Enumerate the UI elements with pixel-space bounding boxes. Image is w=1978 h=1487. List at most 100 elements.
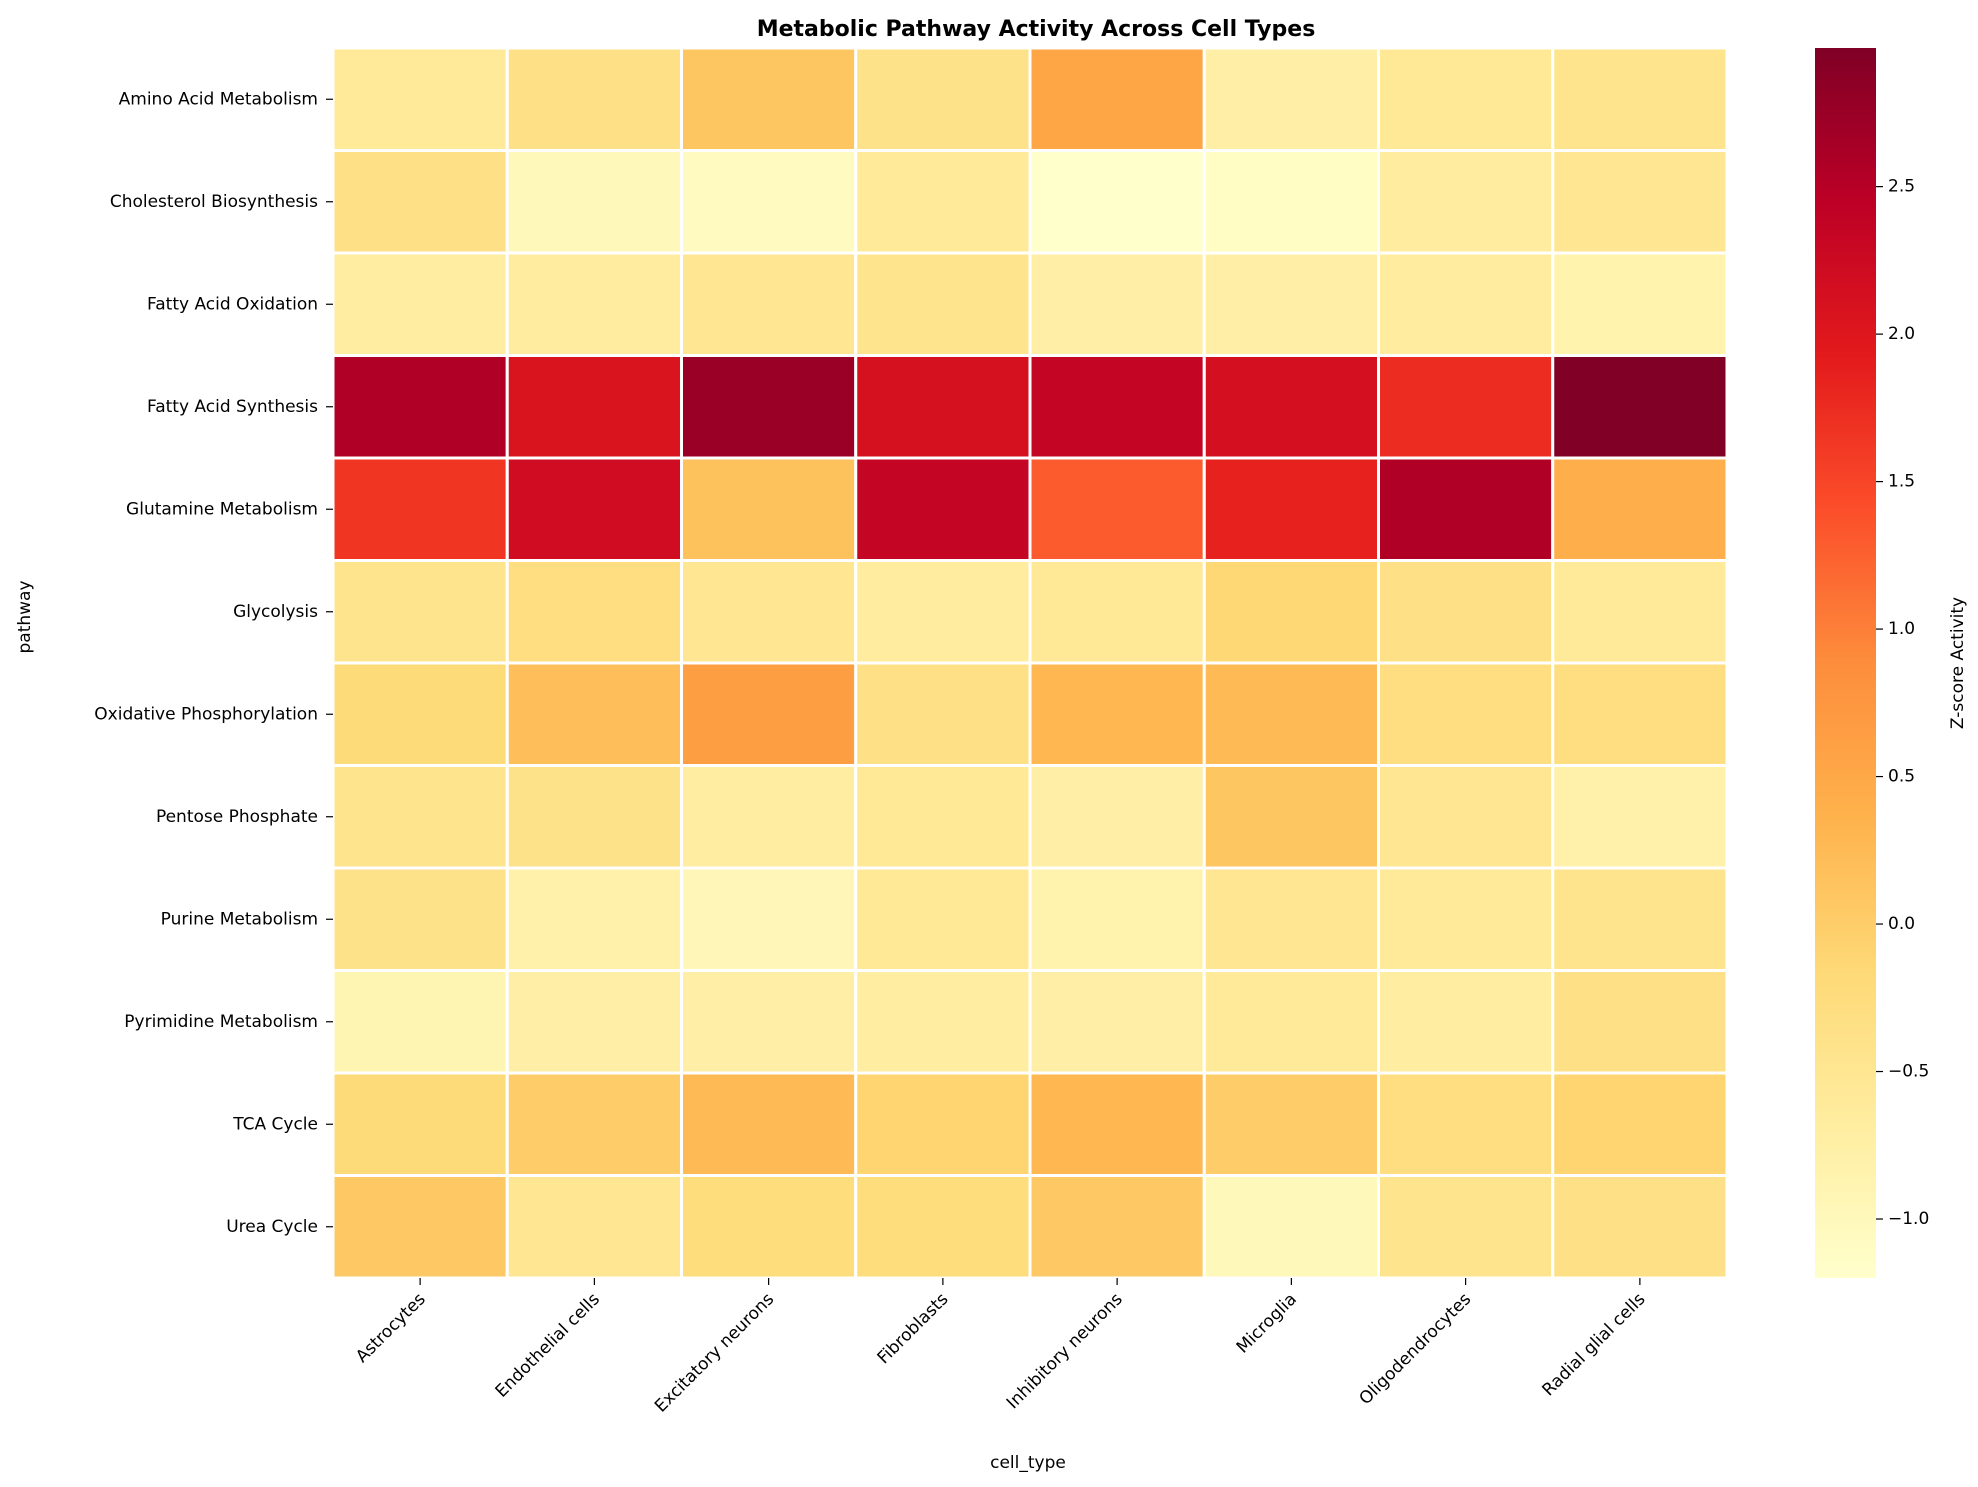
chart-title: Metabolic Pathway Activity Across Cell T…: [757, 17, 1316, 42]
heatmap-cell-urea-cycle-excitatory-neurons: [680, 1174, 858, 1280]
heatmap-cell-oxidative-phosphorylation-oligodendrocytes: [1377, 661, 1555, 767]
y-tick-label-glutamine-metabolism: Glutamine Metabolism: [126, 499, 318, 519]
heatmap-cell-urea-cycle-endothelial-cells: [505, 1174, 683, 1280]
heatmap-cell-oxidative-phosphorylation-excitatory-neurons: [680, 661, 858, 767]
heatmap-cell-glycolysis-microglia: [1202, 559, 1380, 665]
heatmap-cell-urea-cycle-radial-glial-cells: [1551, 1174, 1729, 1280]
heatmap-cell-pyrimidine-metabolism-microglia: [1202, 969, 1380, 1075]
colorbar-tick-label: 2.5: [1888, 177, 1915, 197]
heatmap-cell-cholesterol-biosynthesis-astrocytes: [331, 149, 509, 255]
y-tick-label-purine-metabolism: Purine Metabolism: [161, 909, 318, 929]
heatmap-cell-fatty-acid-synthesis-oligodendrocytes: [1377, 354, 1555, 460]
heatmap-cell-urea-cycle-astrocytes: [331, 1174, 509, 1280]
heatmap-cell-amino-acid-metabolism-oligodendrocytes: [1377, 46, 1555, 152]
heatmap-cell-glutamine-metabolism-radial-glial-cells: [1551, 456, 1729, 562]
heatmap-cell-purine-metabolism-oligodendrocytes: [1377, 866, 1555, 972]
heatmap-cell-glutamine-metabolism-inhibitory-neurons: [1028, 456, 1206, 562]
heatmap-cell-fatty-acid-oxidation-oligodendrocytes: [1377, 251, 1555, 357]
y-tick-label-glycolysis: Glycolysis: [233, 602, 318, 622]
heatmap-cell-glutamine-metabolism-excitatory-neurons: [680, 456, 858, 562]
heatmap-cell-fatty-acid-oxidation-inhibitory-neurons: [1028, 251, 1206, 357]
heatmap-cell-fatty-acid-synthesis-inhibitory-neurons: [1028, 354, 1206, 460]
y-tick-label-urea-cycle: Urea Cycle: [226, 1217, 318, 1237]
colorbar-gradient: [1815, 48, 1876, 1278]
heatmap-cell-pentose-phosphate-microglia: [1202, 764, 1380, 870]
heatmap-cell-glycolysis-astrocytes: [331, 559, 509, 665]
heatmap-cell-cholesterol-biosynthesis-microglia: [1202, 149, 1380, 255]
heatmap-cell-pyrimidine-metabolism-astrocytes: [331, 969, 509, 1075]
colorbar-tick-label: −1.0: [1888, 1209, 1929, 1229]
heatmap-cell-fatty-acid-oxidation-excitatory-neurons: [680, 251, 858, 357]
heatmap-cell-glutamine-metabolism-astrocytes: [331, 456, 509, 562]
x-axis-label: cell_type: [990, 1453, 1066, 1473]
heatmap-cell-pyrimidine-metabolism-excitatory-neurons: [680, 969, 858, 1075]
heatmap-cell-cholesterol-biosynthesis-inhibitory-neurons: [1028, 149, 1206, 255]
heatmap-cell-glutamine-metabolism-oligodendrocytes: [1377, 456, 1555, 562]
heatmap-cell-tca-cycle-endothelial-cells: [505, 1071, 683, 1177]
heatmap-cell-tca-cycle-excitatory-neurons: [680, 1071, 858, 1177]
y-tick-label-fatty-acid-oxidation: Fatty Acid Oxidation: [147, 294, 318, 314]
heatmap-cell-tca-cycle-oligodendrocytes: [1377, 1071, 1555, 1177]
y-tick-label-amino-acid-metabolism: Amino Acid Metabolism: [119, 89, 318, 109]
heatmap-cell-cholesterol-biosynthesis-radial-glial-cells: [1551, 149, 1729, 255]
x-tick-label-fibroblasts: Fibroblasts: [874, 1289, 953, 1368]
heatmap-cell-glycolysis-radial-glial-cells: [1551, 559, 1729, 665]
colorbar-ticks: −1.0 −0.5 0.0 0.5 1.0 1.5 2.0 2.5: [1876, 177, 1929, 1229]
colorbar-tick-label: 0.0: [1888, 914, 1915, 934]
heatmap-cell-pentose-phosphate-oligodendrocytes: [1377, 764, 1555, 870]
heatmap-cell-cholesterol-biosynthesis-endothelial-cells: [505, 149, 683, 255]
heatmap-cell-fatty-acid-synthesis-excitatory-neurons: [680, 354, 858, 460]
heatmap-cell-tca-cycle-inhibitory-neurons: [1028, 1071, 1206, 1177]
heatmap-cell-pyrimidine-metabolism-radial-glial-cells: [1551, 969, 1729, 1075]
heatmap-cell-oxidative-phosphorylation-fibroblasts: [854, 661, 1032, 767]
heatmap-cell-pyrimidine-metabolism-fibroblasts: [854, 969, 1032, 1075]
heatmap-cell-purine-metabolism-microglia: [1202, 866, 1380, 972]
y-tick-label-fatty-acid-synthesis: Fatty Acid Synthesis: [147, 397, 318, 417]
heatmap-cell-tca-cycle-radial-glial-cells: [1551, 1071, 1729, 1177]
heatmap-cell-oxidative-phosphorylation-radial-glial-cells: [1551, 661, 1729, 767]
colorbar-tick-label: 2.0: [1888, 324, 1915, 344]
heatmap-cell-cholesterol-biosynthesis-fibroblasts: [854, 149, 1032, 255]
x-tick-label-inhibitory-neurons: Inhibitory neurons: [1003, 1289, 1127, 1413]
heatmap-cell-pyrimidine-metabolism-inhibitory-neurons: [1028, 969, 1206, 1075]
heatmap-cell-glycolysis-excitatory-neurons: [680, 559, 858, 665]
y-tick-label-tca-cycle: TCA Cycle: [232, 1114, 318, 1134]
x-tick-label-radial-glial-cells: Radial glial cells: [1539, 1289, 1650, 1400]
y-axis-ticks: Amino Acid Metabolism Cholesterol Biosynt…: [94, 89, 333, 1237]
colorbar: −1.0 −0.5 0.0 0.5 1.0 1.5 2.0 2.5 Z-score Activ…: [1815, 48, 1968, 1278]
y-tick-label-cholesterol-biosynthesis: Cholesterol Biosynthesis: [110, 192, 318, 212]
heatmap-cell-fatty-acid-synthesis-astrocytes: [331, 354, 509, 460]
heatmap-cell-pentose-phosphate-excitatory-neurons: [680, 764, 858, 870]
colorbar-label: Z-score Activity: [1948, 597, 1968, 729]
heatmap-cell-fatty-acid-oxidation-radial-glial-cells: [1551, 251, 1729, 357]
heatmap-cell-oxidative-phosphorylation-microglia: [1202, 661, 1380, 767]
heatmap-cell-urea-cycle-fibroblasts: [854, 1174, 1032, 1280]
heatmap-cell-tca-cycle-astrocytes: [331, 1071, 509, 1177]
heatmap-cell-urea-cycle-microglia: [1202, 1174, 1380, 1280]
heatmap-cell-amino-acid-metabolism-endothelial-cells: [505, 46, 683, 152]
heatmap-cell-tca-cycle-fibroblasts: [854, 1071, 1032, 1177]
heatmap-cell-fatty-acid-synthesis-microglia: [1202, 354, 1380, 460]
colorbar-tick-label: 1.0: [1888, 619, 1915, 639]
heatmap-cell-pentose-phosphate-endothelial-cells: [505, 764, 683, 870]
heatmap-cell-oxidative-phosphorylation-endothelial-cells: [505, 661, 683, 767]
colorbar-tick-label: 0.5: [1888, 767, 1915, 787]
x-tick-label-endothelial-cells: Endothelial cells: [492, 1289, 604, 1401]
heatmap-cell-urea-cycle-oligodendrocytes: [1377, 1174, 1555, 1280]
heatmap-cell-cholesterol-biosynthesis-excitatory-neurons: [680, 149, 858, 255]
heatmap-cell-pentose-phosphate-radial-glial-cells: [1551, 764, 1729, 870]
heatmap-cell-purine-metabolism-radial-glial-cells: [1551, 866, 1729, 972]
heatmap-cell-pentose-phosphate-astrocytes: [331, 764, 509, 870]
y-tick-label-pyrimidine-metabolism: Pyrimidine Metabolism: [124, 1012, 318, 1032]
heatmap-cell-fatty-acid-oxidation-astrocytes: [331, 251, 509, 357]
heatmap-cell-amino-acid-metabolism-microglia: [1202, 46, 1380, 152]
x-tick-label-astrocytes: Astrocytes: [352, 1289, 430, 1367]
y-tick-label-oxidative-phosphorylation: Oxidative Phosphorylation: [94, 704, 318, 724]
y-axis-label: pathway: [15, 580, 35, 653]
heatmap-cell-fatty-acid-synthesis-fibroblasts: [854, 354, 1032, 460]
heatmap-cell-glycolysis-inhibitory-neurons: [1028, 559, 1206, 665]
heatmap-cell-cholesterol-biosynthesis-oligodendrocytes: [1377, 149, 1555, 255]
heatmap-cell-amino-acid-metabolism-astrocytes: [331, 46, 509, 152]
heatmap-cell-purine-metabolism-excitatory-neurons: [680, 866, 858, 972]
